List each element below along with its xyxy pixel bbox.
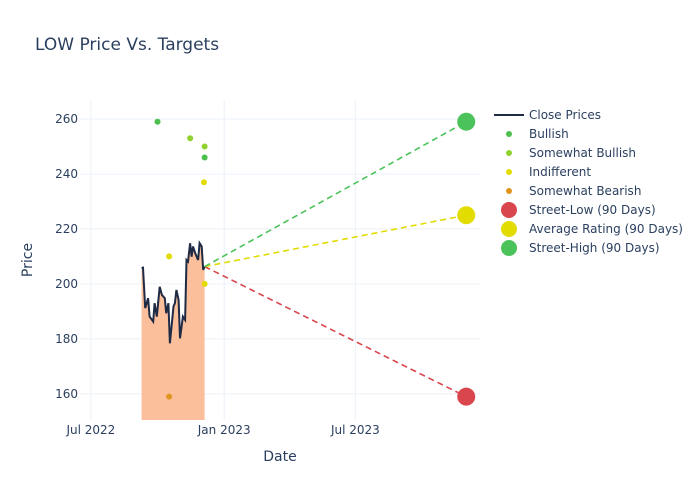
legend-dot-symbol (506, 150, 512, 156)
legend-label: Average Rating (90 Days) (529, 222, 683, 236)
legend-label: Indifferent (529, 165, 591, 179)
legend-label: Somewhat Bullish (529, 146, 636, 160)
close-price-line (141, 240, 206, 344)
target-marker (457, 206, 476, 225)
y-tick-label: 160 (55, 387, 78, 401)
y-tick-label: 220 (55, 222, 78, 236)
x-axis-ticks: Jul 2022 Jan 2023 Jul 2023 (65, 423, 379, 437)
legend-marker-symbol (501, 202, 517, 218)
legend-dot-symbol (506, 169, 512, 175)
target-marker (457, 387, 476, 406)
rating-point (201, 280, 208, 287)
close-price-fill (141, 243, 205, 420)
legend-dot-symbol (506, 188, 512, 194)
y-tick-label: 260 (55, 112, 78, 126)
y-axis-label: Price (20, 243, 36, 277)
legend-label: Somewhat Bearish (529, 184, 641, 198)
legend-label: Bullish (529, 127, 569, 141)
rating-point (187, 135, 194, 142)
chart-title: LOW Price Vs. Targets (35, 35, 219, 55)
rating-point (154, 118, 161, 125)
target-dashed-line (204, 121, 467, 268)
x-tick-label: Jul 2023 (330, 423, 380, 437)
x-tick-label: Jan 2023 (197, 423, 251, 437)
legend-marker-symbol (501, 221, 517, 237)
target-dashed-line (204, 214, 467, 268)
y-tick-label: 180 (55, 332, 78, 346)
rating-point (166, 253, 173, 260)
target-marker (457, 112, 476, 131)
y-axis-ticks: 160 180 200 220 240 260 (55, 112, 78, 401)
legend-dot-symbol (506, 131, 512, 137)
target-dashed-line (204, 265, 467, 398)
legend[interactable]: Close Prices Bullish Somewhat Bullish Indif… (494, 108, 683, 256)
x-tick-label: Jul 2022 (65, 423, 115, 437)
y-tick-label: 240 (55, 167, 78, 181)
rating-point (200, 179, 207, 186)
legend-label: Street-High (90 Days) (529, 241, 660, 255)
y-tick-label: 200 (55, 277, 78, 291)
legend-label: Close Prices (529, 108, 601, 122)
target-lines (204, 121, 467, 398)
rating-point (201, 154, 208, 161)
legend-label: Street-Low (90 Days) (529, 203, 656, 217)
close-price-area (141, 243, 205, 420)
legend-marker-symbol (501, 240, 517, 256)
x-axis-label: Date (263, 449, 296, 465)
rating-points (154, 112, 476, 406)
close-price-series (141, 240, 206, 344)
rating-point (201, 143, 208, 150)
rating-point (166, 393, 173, 400)
